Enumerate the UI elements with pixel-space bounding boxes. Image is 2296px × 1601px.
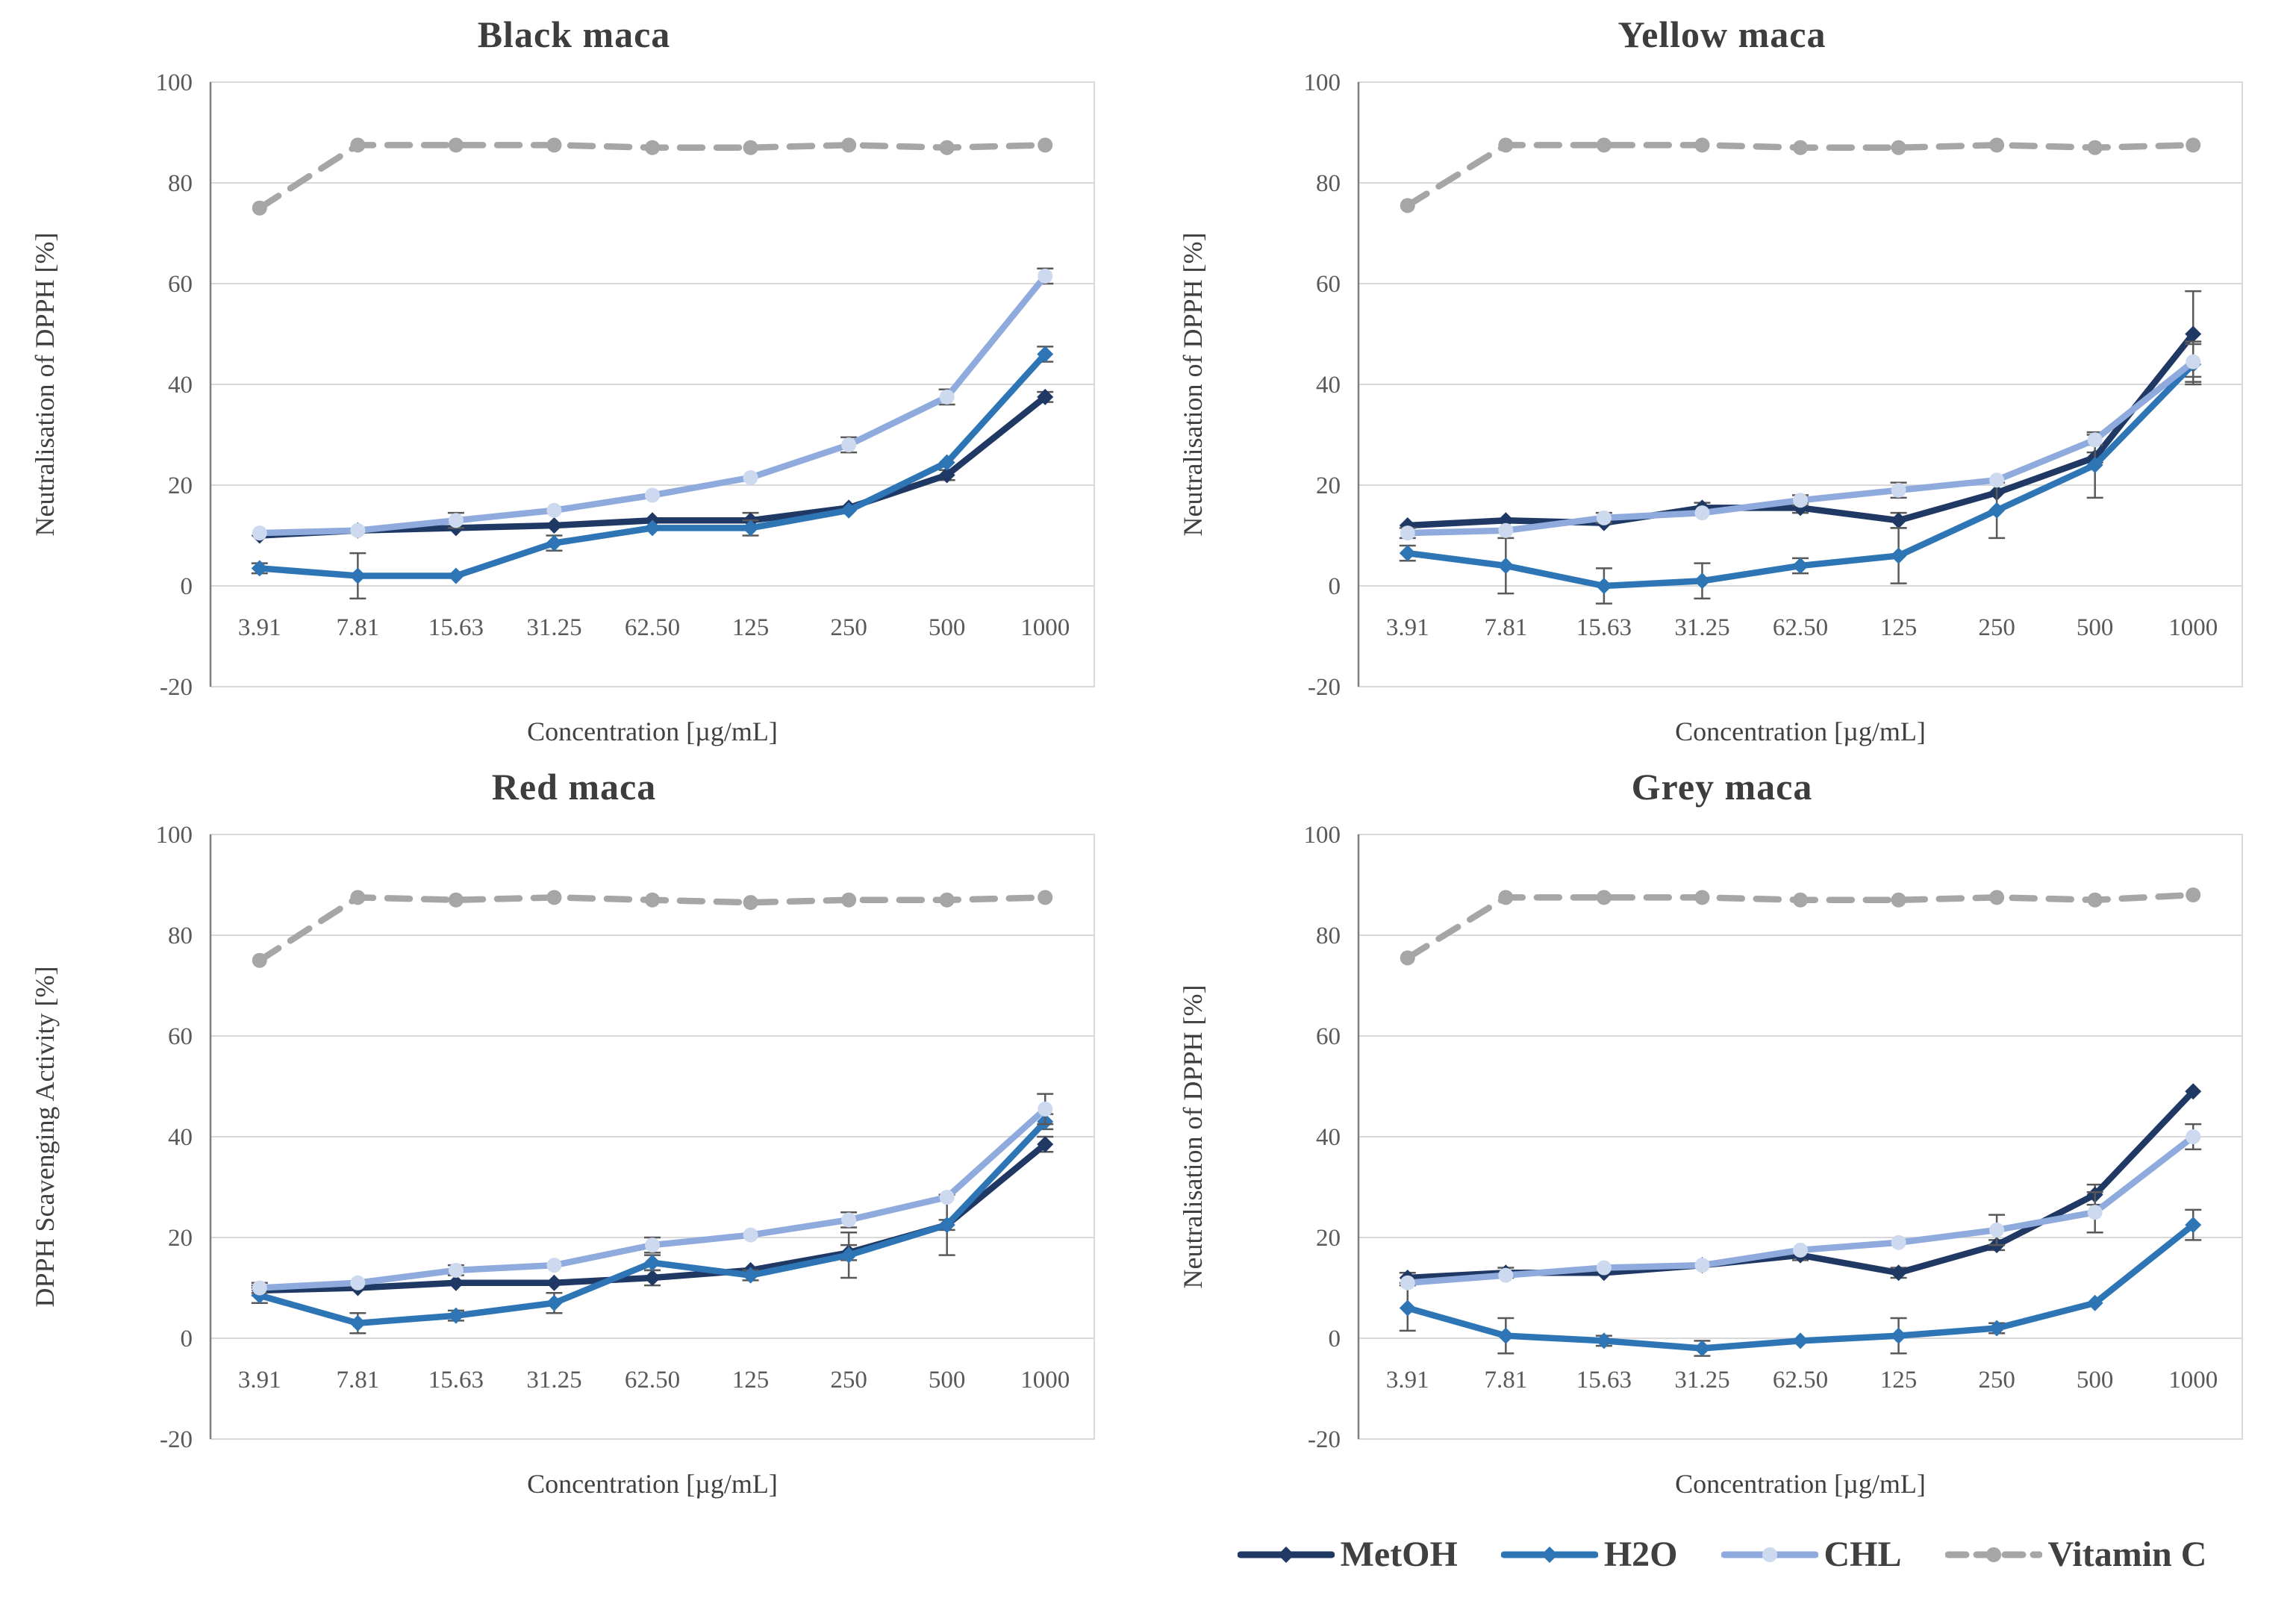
svg-text:31.25: 31.25	[1674, 614, 1729, 641]
svg-text:60: 60	[1316, 1023, 1341, 1050]
svg-text:250: 250	[1978, 1367, 2015, 1394]
chart-svg-red-maca: 100 80 60 40 20 0 -20 3.91 7.81 15.63 31.25 62.50 12…	[30, 822, 1095, 1499]
svg-text:20: 20	[1316, 472, 1341, 499]
legend-label: Vitamin C	[2047, 1535, 2207, 1574]
svg-text:DPPH Scavenging Activity [%]: DPPH Scavenging Activity [%]	[30, 967, 60, 1308]
svg-text:7.81: 7.81	[336, 614, 379, 641]
chart-title-black-maca: Black maca	[477, 13, 671, 55]
svg-text:Concentration [µg/mL]: Concentration [µg/mL]	[527, 1469, 778, 1499]
svg-text:80: 80	[168, 923, 193, 949]
svg-text:7.81: 7.81	[336, 1367, 379, 1394]
legend-item-metoh: MetOH	[1237, 1534, 1458, 1575]
svg-text:100: 100	[1304, 69, 1341, 96]
svg-text:0: 0	[1329, 573, 1341, 600]
svg-text:-20: -20	[160, 674, 193, 701]
chart-title-red-maca: Red maca	[491, 766, 657, 808]
svg-text:80: 80	[168, 170, 193, 197]
svg-text:125: 125	[1880, 614, 1918, 641]
svg-text:Neutralisation of DPPH [%]: Neutralisation of DPPH [%]	[1178, 233, 1208, 537]
svg-text:31.25: 31.25	[526, 614, 581, 641]
svg-text:7.81: 7.81	[1484, 1367, 1527, 1394]
chart-svg-grey-maca: 100 80 60 40 20 0 -20 3.91 7.81 15.63 31.25 62.50 12…	[1178, 822, 2243, 1499]
legend-swatch-vitamin-c	[1944, 1547, 2042, 1562]
svg-text:80: 80	[1316, 923, 1341, 949]
svg-text:125: 125	[732, 1367, 770, 1394]
legend-label: CHL	[1824, 1535, 1902, 1574]
svg-text:20: 20	[1316, 1225, 1341, 1252]
svg-text:500: 500	[2077, 614, 2114, 641]
legend-swatch-chl	[1721, 1547, 1818, 1562]
svg-text:0: 0	[1329, 1326, 1341, 1352]
svg-text:100: 100	[156, 69, 193, 96]
svg-text:40: 40	[1316, 1124, 1341, 1151]
legend-item-h2o: H2O	[1500, 1534, 1678, 1575]
svg-text:62.50: 62.50	[1773, 1367, 1828, 1394]
svg-text:7.81: 7.81	[1484, 614, 1527, 641]
svg-text:31.25: 31.25	[1674, 1367, 1729, 1394]
chart-panel-red-maca: Red maca 100 80 60 40 20 0 -20 3.91 7.81 15.63 31.…	[0, 752, 1148, 1508]
svg-text:-20: -20	[160, 1426, 193, 1453]
chart-panel-yellow-maca: Yellow maca 100 80 60 40 20 0 -20 3.91 7.81 15.63…	[1148, 0, 2296, 752]
chart-panel-grey-maca: Grey maca 100 80 60 40 20 0 -20 3.91 7.81 15.63 31…	[1148, 752, 2296, 1508]
svg-text:Concentration [µg/mL]: Concentration [µg/mL]	[527, 717, 778, 746]
svg-text:0: 0	[181, 1326, 193, 1352]
svg-text:500: 500	[929, 614, 966, 641]
svg-text:3.91: 3.91	[1386, 1367, 1429, 1394]
svg-text:62.50: 62.50	[625, 1367, 680, 1394]
chart-title-yellow-maca: Yellow maca	[1618, 13, 1826, 55]
legend-label: H2O	[1603, 1535, 1678, 1574]
svg-text:1000: 1000	[2168, 614, 2218, 641]
svg-text:Neutralisation of DPPH [%]: Neutralisation of DPPH [%]	[1178, 985, 1208, 1289]
svg-text:-20: -20	[1308, 674, 1341, 701]
svg-text:-20: -20	[1308, 1426, 1341, 1453]
svg-text:40: 40	[1316, 372, 1341, 399]
legend-label: MetOH	[1340, 1535, 1458, 1574]
svg-text:Concentration [µg/mL]: Concentration [µg/mL]	[1675, 1469, 1926, 1499]
svg-text:125: 125	[1880, 1367, 1918, 1394]
legend-swatch-metoh	[1237, 1546, 1335, 1563]
svg-text:100: 100	[156, 822, 193, 849]
svg-text:250: 250	[830, 1367, 867, 1394]
legend-swatch-h2o	[1500, 1546, 1598, 1563]
svg-text:3.91: 3.91	[1386, 614, 1429, 641]
svg-text:100: 100	[1304, 822, 1341, 849]
svg-text:3.91: 3.91	[238, 614, 281, 641]
svg-text:20: 20	[168, 472, 193, 499]
svg-text:3.91: 3.91	[238, 1367, 281, 1394]
chart-title-grey-maca: Grey maca	[1631, 766, 1813, 808]
svg-text:31.25: 31.25	[526, 1367, 581, 1394]
legend-spacer	[0, 1508, 1148, 1601]
svg-text:60: 60	[168, 1023, 193, 1050]
svg-text:125: 125	[732, 614, 770, 641]
svg-text:0: 0	[181, 573, 193, 600]
svg-text:62.50: 62.50	[625, 614, 680, 641]
svg-text:250: 250	[830, 614, 867, 641]
svg-text:1000: 1000	[1020, 614, 1070, 641]
svg-text:15.63: 15.63	[1576, 614, 1632, 641]
svg-text:40: 40	[168, 372, 193, 399]
svg-text:80: 80	[1316, 170, 1341, 197]
svg-text:20: 20	[168, 1225, 193, 1252]
svg-text:15.63: 15.63	[428, 614, 484, 641]
svg-text:40: 40	[168, 1124, 193, 1151]
svg-text:250: 250	[1978, 614, 2015, 641]
chart-svg-black-maca: 100 80 60 40 20 0 -20 3.91 7.81 15.63 31.25 62.50 12…	[30, 69, 1095, 746]
svg-text:60: 60	[1316, 271, 1341, 298]
svg-text:1000: 1000	[2168, 1367, 2218, 1394]
svg-text:62.50: 62.50	[1773, 614, 1828, 641]
svg-text:500: 500	[2077, 1367, 2114, 1394]
svg-text:15.63: 15.63	[428, 1367, 484, 1394]
svg-text:Concentration [µg/mL]: Concentration [µg/mL]	[1675, 717, 1926, 746]
svg-text:500: 500	[929, 1367, 966, 1394]
svg-text:15.63: 15.63	[1576, 1367, 1632, 1394]
svg-text:Neutralisation of DPPH [%]: Neutralisation of DPPH [%]	[30, 233, 60, 537]
chart-svg-yellow-maca: 100 80 60 40 20 0 -20 3.91 7.81 15.63 31.25 62.50 12…	[1178, 69, 2243, 746]
legend: MetOH H2O CHL Vitamin C	[1148, 1508, 2296, 1601]
legend-item-vitamin-c: Vitamin C	[1944, 1534, 2207, 1575]
svg-text:60: 60	[168, 271, 193, 298]
legend-item-chl: CHL	[1721, 1534, 1902, 1575]
chart-panel-black-maca: Black maca 100 80 60 40 20 0 -20 3.91 7.81 15.63 3…	[0, 0, 1148, 752]
svg-text:1000: 1000	[1020, 1367, 1070, 1394]
